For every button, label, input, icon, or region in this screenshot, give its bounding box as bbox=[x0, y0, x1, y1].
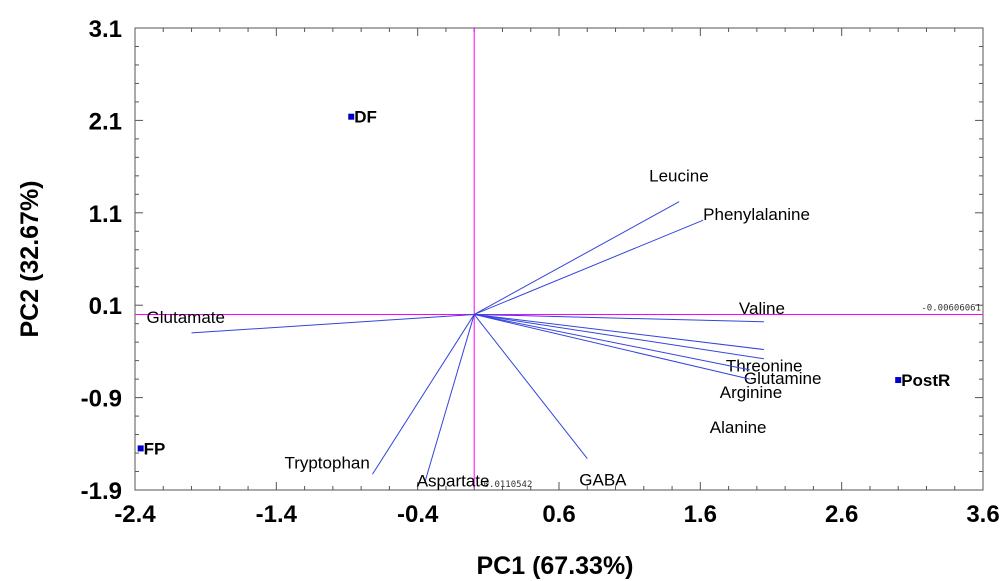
x-tick-label: 3.6 bbox=[966, 501, 999, 528]
vector-label-threonine: Threonine bbox=[726, 357, 803, 376]
reference-lines: -0.00606061 -0.0110542 bbox=[135, 28, 983, 490]
vector-phenylalanine bbox=[474, 219, 704, 315]
point-label-fp: FP bbox=[144, 439, 166, 458]
point-df bbox=[348, 113, 355, 120]
x-tick-label: -1.4 bbox=[256, 501, 298, 528]
vector-label-aspartate: Aspartate bbox=[417, 472, 490, 491]
vector-label-arginine: Arginine bbox=[720, 383, 782, 402]
vector-aspartate bbox=[424, 314, 475, 483]
vector-glutamate bbox=[191, 313, 475, 334]
y-tick-label: 2.1 bbox=[89, 108, 122, 135]
vertical-reference-value: -0.0110542 bbox=[478, 480, 532, 490]
vector-label-glutamate: Glutamate bbox=[147, 308, 225, 327]
point-label-df: DF bbox=[354, 108, 377, 127]
point-fp bbox=[137, 445, 144, 452]
vector-label-valine: Valine bbox=[739, 299, 785, 318]
y-tick-label: -0.9 bbox=[81, 386, 122, 413]
loading-vectors: LeucinePhenylalanineValineThreonineGluta… bbox=[147, 167, 822, 491]
vector-label-glutamine: Glutamine bbox=[744, 369, 821, 388]
vector-label-gaba: GABA bbox=[579, 471, 627, 490]
x-tick-label: 2.6 bbox=[825, 501, 858, 528]
x-tick-label: 0.6 bbox=[542, 501, 575, 528]
y-tick-label: -1.9 bbox=[81, 478, 122, 505]
vector-tryptophan bbox=[372, 314, 475, 475]
y-tick-label: 0.1 bbox=[89, 293, 122, 320]
x-tick-label: -2.4 bbox=[114, 501, 156, 528]
vector-gaba bbox=[473, 314, 588, 459]
vector-arginine bbox=[474, 313, 750, 371]
y-tick-label: 1.1 bbox=[89, 201, 122, 228]
vector-valine bbox=[474, 313, 764, 323]
plot-frame bbox=[134, 27, 984, 491]
y-tick-label: 3.1 bbox=[89, 16, 122, 43]
point-label-postr: PostR bbox=[901, 371, 950, 390]
x-axis-title: PC1 (67.33%) bbox=[476, 552, 633, 580]
score-points: DF FP PostR bbox=[137, 108, 950, 458]
vector-threonine bbox=[474, 313, 764, 351]
x-tick-label: 1.6 bbox=[684, 501, 717, 528]
vector-leucine bbox=[473, 201, 680, 315]
vector-alanine bbox=[474, 313, 750, 380]
vector-label-tryptophan: Tryptophan bbox=[284, 453, 369, 472]
vector-glutamine bbox=[474, 313, 765, 360]
vector-label-leucine: Leucine bbox=[649, 167, 709, 186]
x-tick-labels: -2.4 -1.4 -0.4 0.6 1.6 2.6 3.6 bbox=[114, 501, 999, 528]
point-postr bbox=[895, 377, 902, 384]
y-tick-labels: 3.1 2.1 1.1 0.1 -0.9 -1.9 bbox=[81, 16, 122, 505]
vector-label-alanine: Alanine bbox=[710, 418, 767, 437]
tick-marks bbox=[134, 27, 984, 491]
horizontal-reference-value: -0.00606061 bbox=[921, 303, 981, 313]
vector-label-phenylalanine: Phenylalanine bbox=[703, 205, 810, 224]
y-axis-title: PC2 (32.67%) bbox=[16, 180, 44, 337]
x-tick-label: -0.4 bbox=[397, 501, 439, 528]
